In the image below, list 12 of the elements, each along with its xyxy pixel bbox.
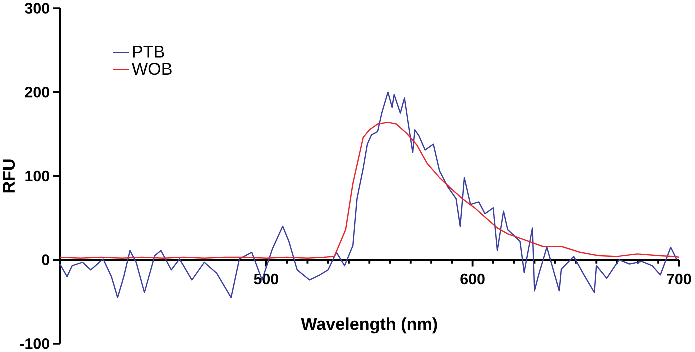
legend-label: WOB xyxy=(132,62,172,75)
legend-label: PTB xyxy=(133,46,164,58)
y-tick-label: 300 xyxy=(25,2,50,14)
x-tick-label: 700 xyxy=(667,274,692,284)
y-tick-label: 200 xyxy=(25,86,50,98)
y-axis-title: RFU xyxy=(3,160,16,192)
y-tick-label: 0 xyxy=(42,254,50,266)
y-tick-label: 100 xyxy=(26,170,50,182)
y-tick-label: -100 xyxy=(20,338,50,350)
x-tick-label: 500 xyxy=(254,274,278,284)
x-axis-title: Wavelength (nm) xyxy=(301,317,438,334)
x-tick-label: 600 xyxy=(460,274,485,284)
